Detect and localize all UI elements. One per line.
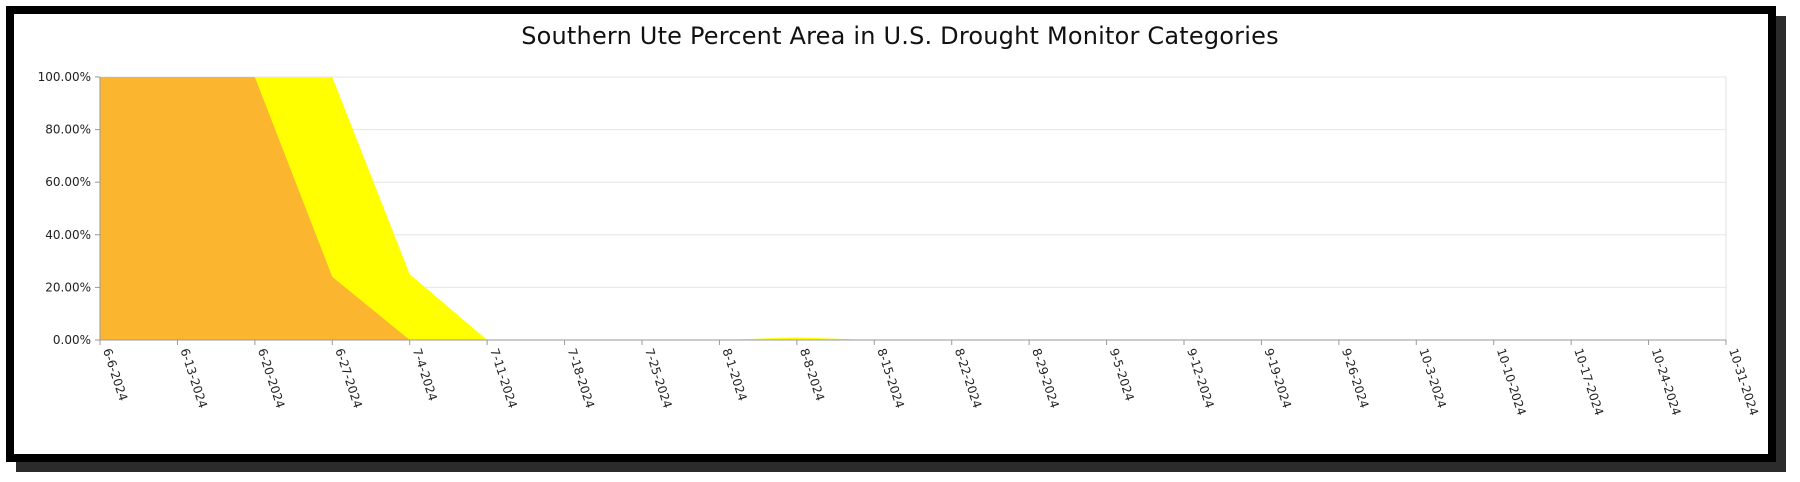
x-tick-label: 7-4-2024 <box>410 347 440 403</box>
y-tick-label: 40.00% <box>45 228 91 242</box>
x-tick-label: 6-6-2024 <box>100 347 130 403</box>
x-tick-label: 10-31-2024 <box>1726 347 1761 418</box>
y-tick-label: 60.00% <box>45 175 91 189</box>
area-series <box>100 77 1726 340</box>
x-tick-label: 10-24-2024 <box>1649 347 1684 418</box>
x-tick-label: 6-20-2024 <box>255 347 288 410</box>
x-tick-label: 6-27-2024 <box>332 347 365 410</box>
y-tick-label: 80.00% <box>45 123 91 137</box>
x-tick-label: 10-10-2024 <box>1494 347 1529 418</box>
x-axis-tick-labels: 6-6-2024 6-13-2024 6-20-2024 6-27-2024 7-4-2… <box>100 347 1761 418</box>
x-tick-label: 7-25-2024 <box>642 347 675 410</box>
x-tick-label: 7-11-2024 <box>487 347 520 410</box>
y-tick-label: 20.00% <box>45 280 91 294</box>
x-tick-label: 8-15-2024 <box>874 347 907 410</box>
area-series-0 <box>100 77 1726 340</box>
x-tick-label: 9-5-2024 <box>1107 347 1137 403</box>
y-tick-label: 100.00% <box>38 70 91 84</box>
x-tick-label: 9-12-2024 <box>1184 347 1217 410</box>
axes <box>95 76 1727 345</box>
x-tick-label: 10-3-2024 <box>1416 347 1449 410</box>
x-tick-label: 6-13-2024 <box>178 347 211 410</box>
x-tick-label: 8-22-2024 <box>952 347 985 410</box>
x-tick-label: 7-18-2024 <box>565 347 598 410</box>
x-tick-label: 10-17-2024 <box>1571 347 1606 418</box>
y-axis-tick-labels: 0.00% 20.00% 40.00% 60.00% 80.00% 100.00% <box>38 70 91 347</box>
y-tick-label: 0.00% <box>53 333 91 347</box>
x-tick-label: 9-19-2024 <box>1262 347 1295 410</box>
x-tick-label: 9-26-2024 <box>1339 347 1372 410</box>
x-tick-label: 8-8-2024 <box>797 347 827 403</box>
x-tick-label: 8-29-2024 <box>1029 347 1062 410</box>
x-tick-label: 8-1-2024 <box>720 347 750 403</box>
chart-title: Southern Ute Percent Area in U.S. Drough… <box>521 22 1279 50</box>
